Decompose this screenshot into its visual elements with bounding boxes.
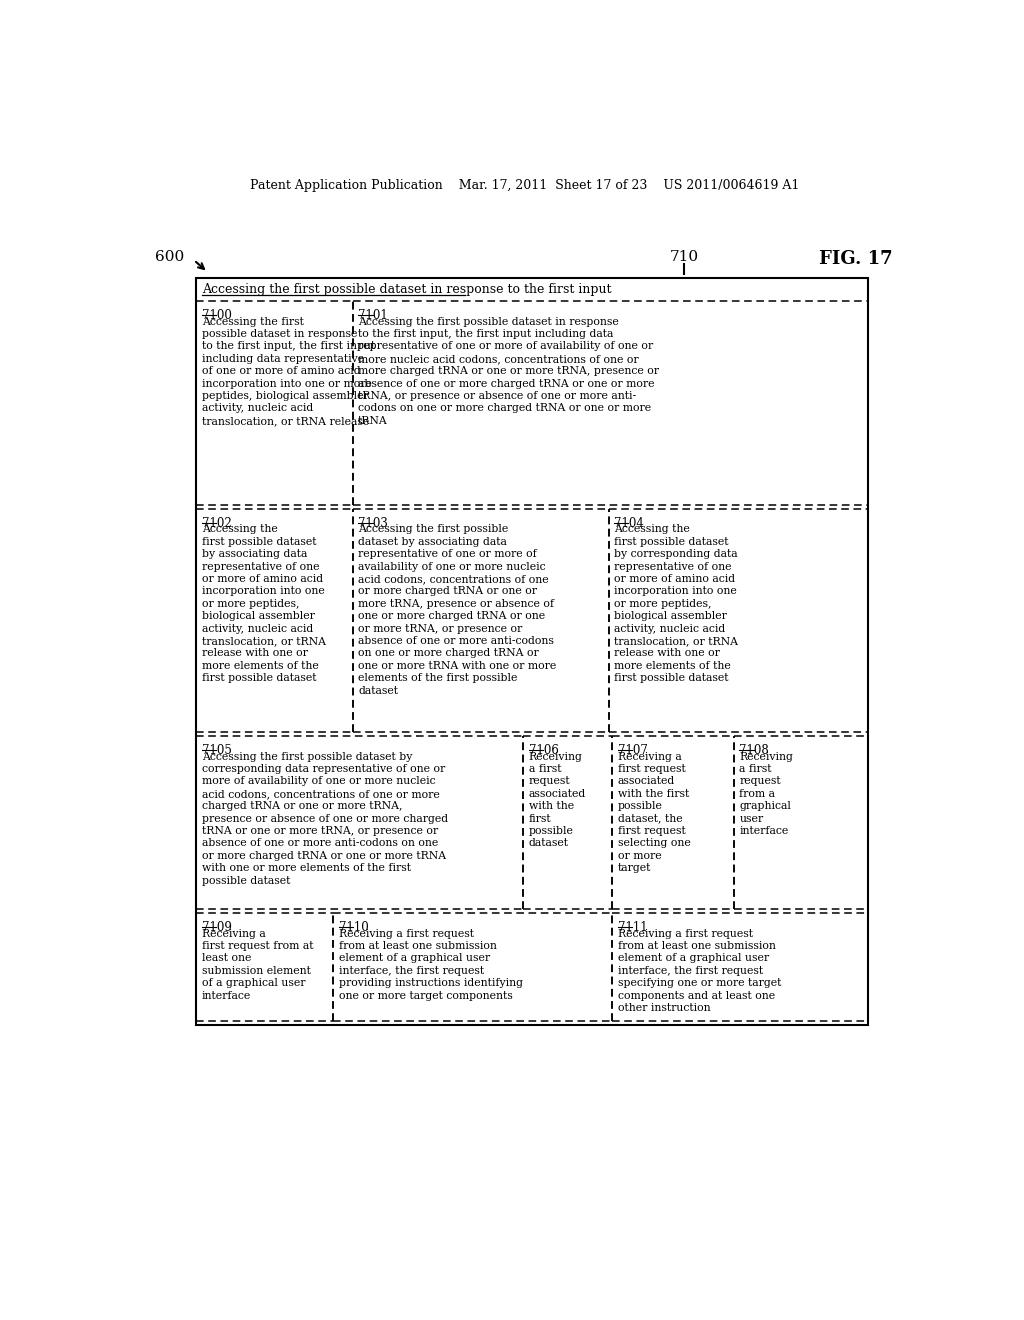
Text: 7101: 7101 (358, 309, 388, 322)
Text: Receiving a first request
from at least one submission
element of a graphical us: Receiving a first request from at least … (339, 929, 523, 1001)
Text: Accessing the first possible
dataset by associating data
representative of one o: Accessing the first possible dataset by … (358, 524, 556, 696)
Text: Receiving
a first
request
associated
with the
first
possible
dataset: Receiving a first request associated wit… (528, 751, 586, 849)
Text: 7100: 7100 (202, 309, 231, 322)
Text: Accessing the first possible dataset in response to the first input: Accessing the first possible dataset in … (203, 282, 612, 296)
Text: Accessing the first
possible dataset in response
to the first input, the first i: Accessing the first possible dataset in … (202, 317, 375, 426)
Text: 600: 600 (155, 249, 183, 264)
Text: Accessing the
first possible dataset
by corresponding data
representative of one: Accessing the first possible dataset by … (614, 524, 738, 684)
Text: 7109: 7109 (202, 921, 231, 935)
Text: 7103: 7103 (358, 517, 388, 531)
Text: 7107: 7107 (617, 744, 647, 758)
Bar (197, 277, 868, 1024)
Text: Receiving
a first
request
from a
graphical
user
interface: Receiving a first request from a graphic… (739, 751, 794, 836)
Text: Patent Application Publication    Mar. 17, 2011  Sheet 17 of 23    US 2011/00646: Patent Application Publication Mar. 17, … (250, 178, 800, 191)
Text: Receiving a
first request from at
least one
submission element
of a graphical us: Receiving a first request from at least … (202, 929, 313, 1001)
Text: 7108: 7108 (739, 744, 769, 758)
Text: Accessing the first possible dataset in response
to the first input, the first i: Accessing the first possible dataset in … (358, 317, 659, 426)
Text: Receiving a first request
from at least one submission
element of a graphical us: Receiving a first request from at least … (617, 929, 781, 1012)
Text: 7105: 7105 (202, 744, 231, 758)
Text: Accessing the first possible dataset by
corresponding data representative of one: Accessing the first possible dataset by … (202, 751, 447, 886)
Text: 7102: 7102 (202, 517, 231, 531)
Text: 7104: 7104 (614, 517, 644, 531)
Text: 710: 710 (670, 249, 699, 264)
Text: Accessing the
first possible dataset
by associating data
representative of one
o: Accessing the first possible dataset by … (202, 524, 326, 684)
Text: 7110: 7110 (339, 921, 369, 935)
Text: 7111: 7111 (617, 921, 647, 935)
Text: 7106: 7106 (528, 744, 558, 758)
Text: FIG. 17: FIG. 17 (819, 249, 893, 268)
Text: Receiving a
first request
associated
with the first
possible
dataset, the
first : Receiving a first request associated wit… (617, 751, 690, 873)
